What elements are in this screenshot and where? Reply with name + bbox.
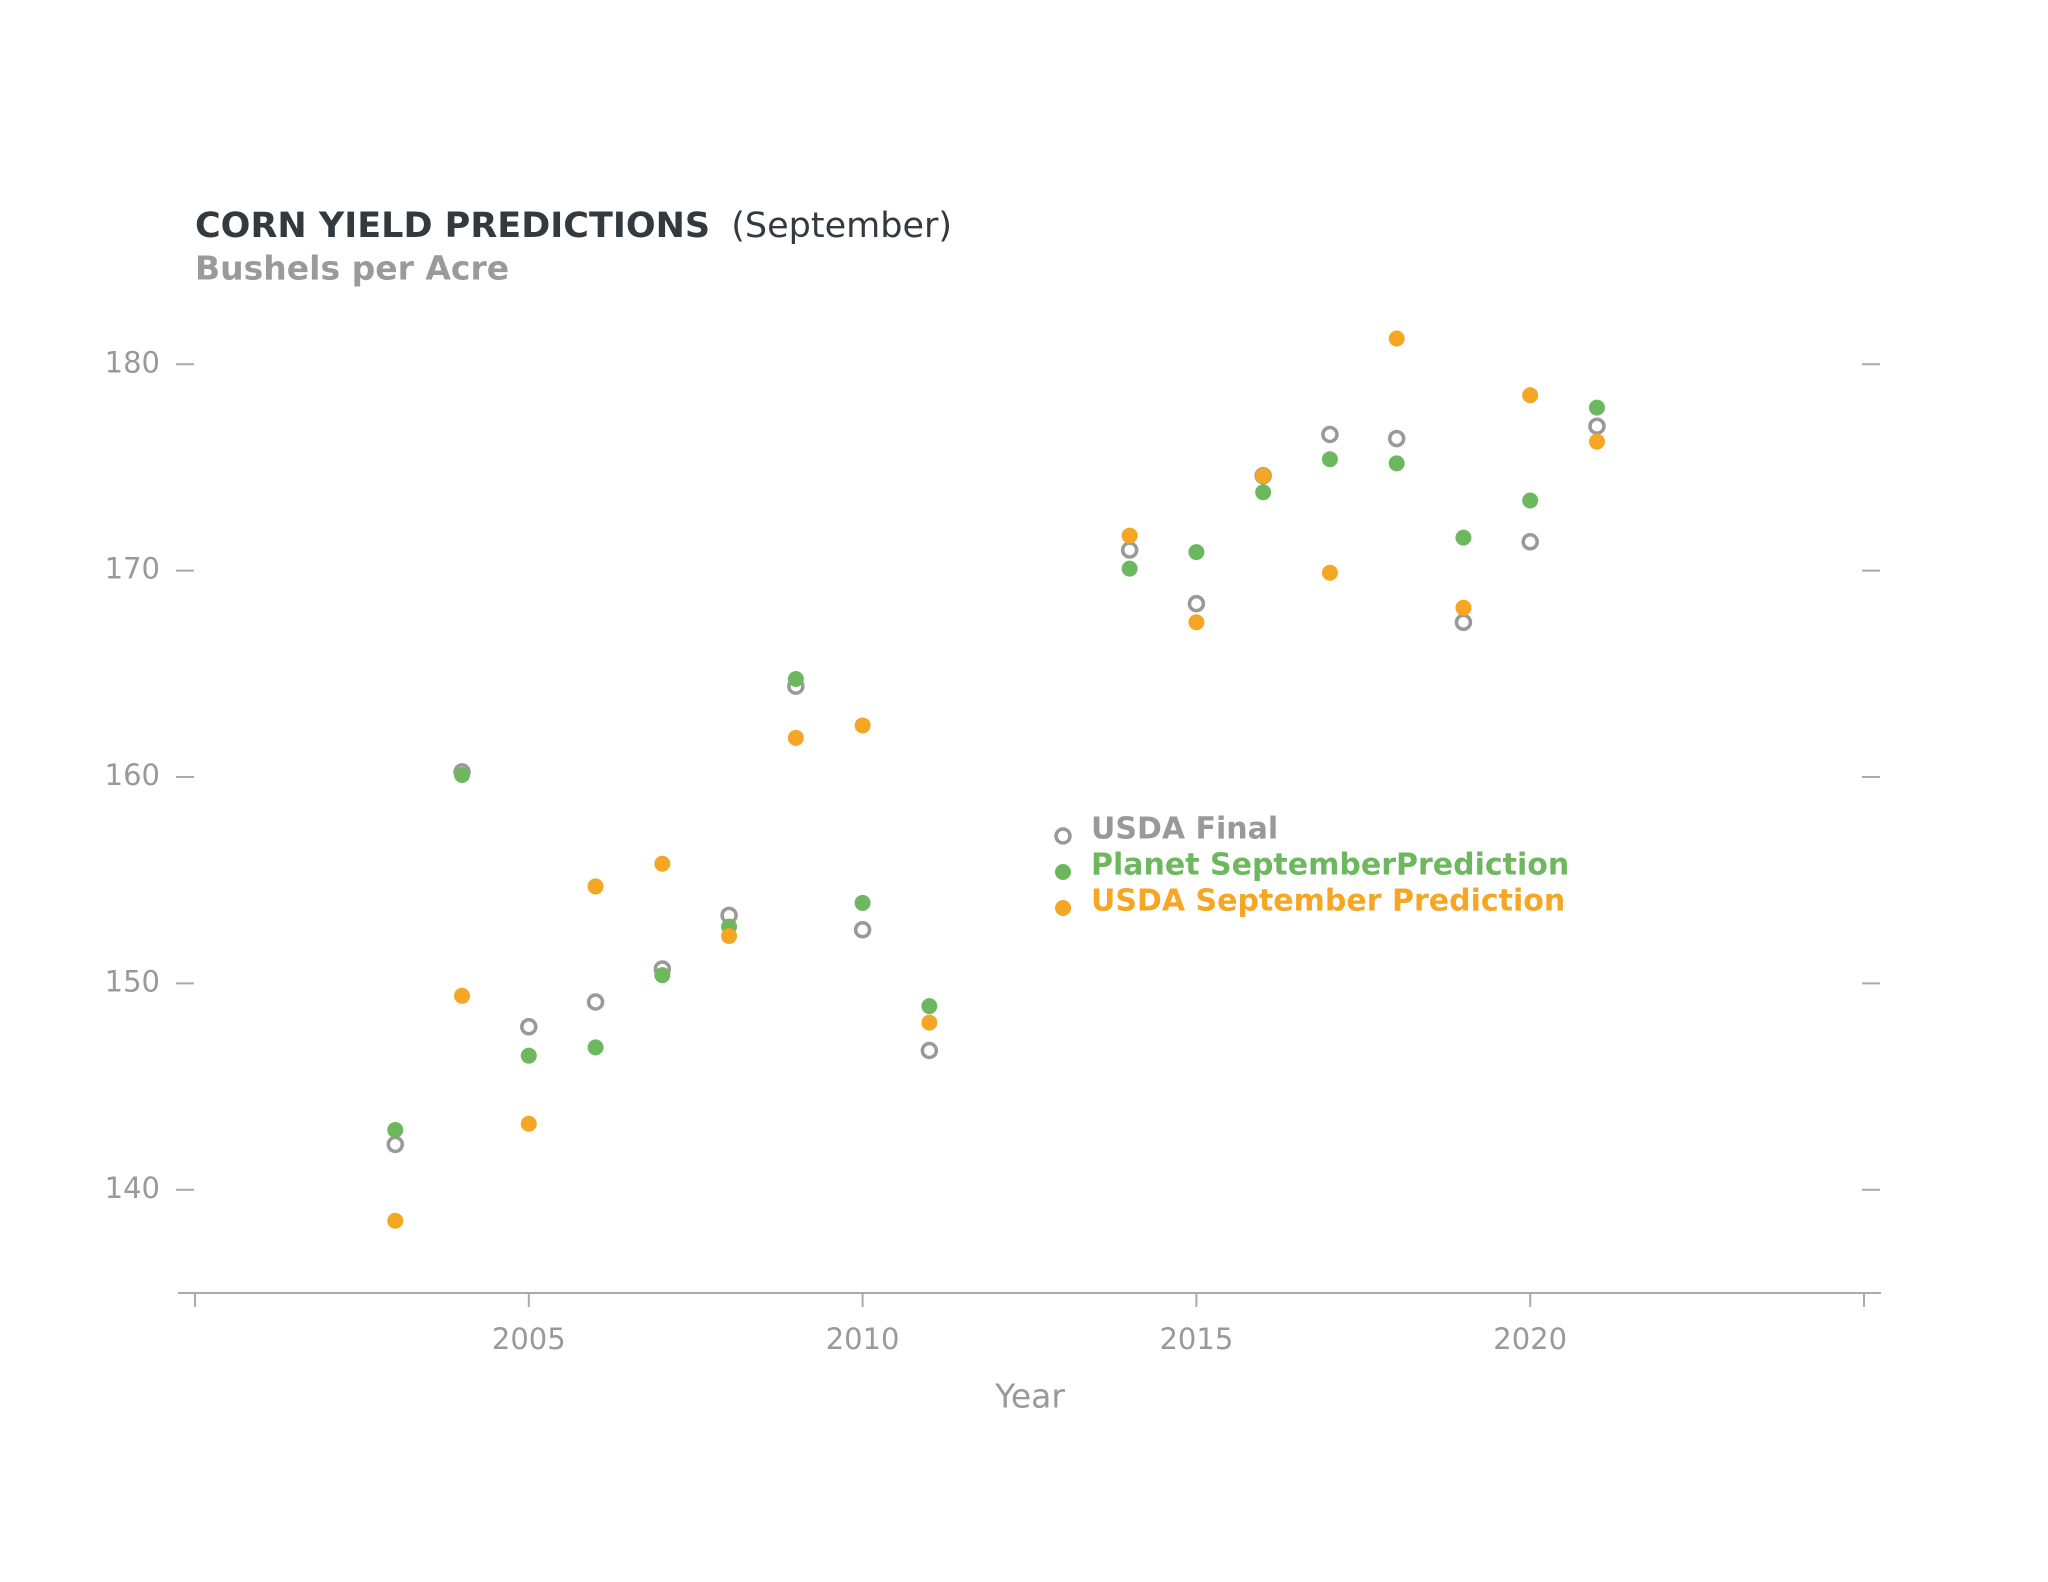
chart-subtitle: Bushels per Acre [195, 249, 509, 288]
point [1188, 614, 1205, 631]
x-tick-label: 2015 [1159, 1322, 1233, 1356]
legend-label: USDA Final [1091, 812, 1278, 847]
point [921, 1014, 938, 1031]
legend-marker [1055, 900, 1071, 916]
x-tick-label: 2010 [826, 1322, 900, 1356]
point [787, 671, 804, 688]
point [454, 766, 471, 783]
point [654, 855, 671, 872]
point [1522, 492, 1539, 509]
point [387, 1121, 404, 1138]
point [854, 894, 871, 911]
legend-label: Planet SeptemberPrediction [1091, 848, 1569, 883]
point [520, 1047, 537, 1064]
point [1388, 455, 1405, 472]
point [854, 717, 871, 734]
chart-title-wrap: CORN YIELD PREDICTIONS (September) [195, 206, 952, 246]
legend-marker [1055, 864, 1071, 880]
point [1255, 467, 1272, 484]
point [1455, 599, 1472, 616]
point [787, 729, 804, 746]
point [1588, 433, 1605, 450]
legend-label: USDA September Prediction [1091, 884, 1565, 919]
point [1188, 544, 1205, 561]
point [1121, 560, 1138, 577]
point [1121, 527, 1138, 544]
point [1321, 564, 1338, 581]
point [1387, 429, 1406, 448]
y-tick-label: 180 [105, 345, 160, 379]
point [1187, 594, 1206, 613]
x-tick-label: 2020 [1493, 1322, 1567, 1356]
point [587, 1039, 604, 1056]
point [386, 1135, 405, 1154]
point [387, 1212, 404, 1229]
legend-marker [1054, 827, 1072, 845]
point [921, 998, 938, 1015]
y-tick-label: 170 [105, 552, 160, 586]
y-tick-label: 160 [105, 758, 160, 792]
x-tick-label: 2005 [492, 1322, 566, 1356]
point [853, 921, 872, 939]
point [721, 927, 738, 944]
y-tick-label: 150 [105, 964, 160, 998]
point [654, 967, 671, 984]
point [1321, 451, 1338, 468]
point [1588, 417, 1606, 435]
point [1522, 387, 1539, 404]
point [587, 878, 604, 895]
point [586, 993, 605, 1011]
point [1388, 330, 1405, 347]
point [1321, 425, 1339, 444]
point [1120, 541, 1139, 559]
chart-title-suffix: (September) [731, 206, 952, 246]
chart-title: CORN YIELD PREDICTIONS [195, 206, 710, 246]
point [520, 1115, 537, 1132]
point [920, 1041, 939, 1060]
point [1255, 484, 1272, 501]
point [1454, 613, 1473, 632]
point [1455, 529, 1472, 546]
point [520, 1018, 538, 1036]
x-axis-label: Year [994, 1377, 1065, 1416]
y-tick-label: 140 [105, 1171, 160, 1205]
point [454, 987, 471, 1004]
point [1521, 533, 1539, 551]
point [1588, 399, 1605, 416]
